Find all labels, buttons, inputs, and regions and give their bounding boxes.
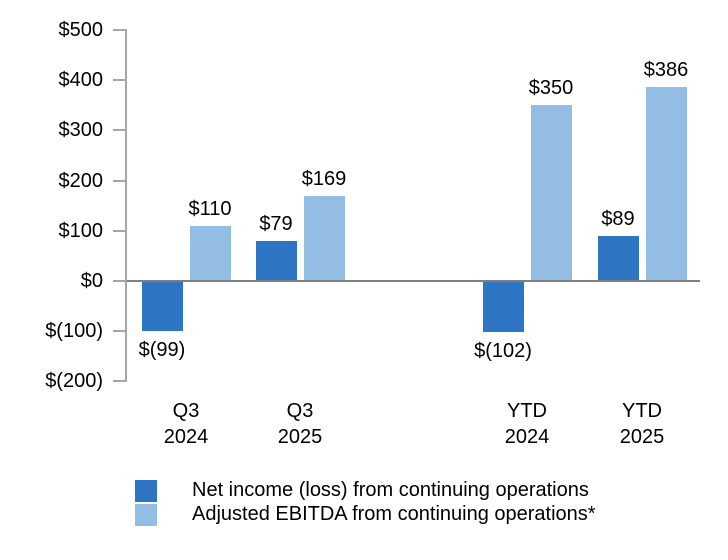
x-axis-category-label: Q3 2024 (163, 400, 209, 448)
y-axis-tick (113, 330, 125, 333)
net-income-bar (255, 241, 297, 281)
y-axis-tick (113, 179, 125, 182)
legend-item-adjusted-ebitda: Adjusted EBITDA from continuing operatio… (135, 503, 596, 526)
y-axis-tick-label: $(100) (45, 320, 103, 343)
y-axis-tick-label: $100 (58, 219, 104, 242)
x-axis-category-label: Q3 2025 (277, 400, 323, 448)
y-axis-tick (113, 29, 125, 31)
adjusted-ebitda-swatch (135, 503, 157, 526)
y-axis-tick (113, 280, 125, 282)
y-axis-tick-label: $400 (58, 69, 104, 92)
adjusted-ebitda-bar (189, 225, 231, 281)
adjusted-ebitda-bar (530, 105, 572, 281)
x-axis-category-label: YTD 2025 (619, 400, 665, 448)
y-axis-line (125, 29, 127, 383)
net-income-value-label: $(102) (474, 340, 532, 363)
y-axis-tick-label: $500 (58, 19, 104, 41)
y-axis-tick (113, 229, 125, 232)
net-income-legend-label: Net income (loss) from continuing operat… (192, 479, 589, 501)
adjusted-ebitda-bar (645, 87, 687, 281)
net-income-swatch (135, 479, 157, 502)
adjusted-ebitda-value-label: $386 (643, 59, 689, 82)
net-income-bar (482, 281, 524, 333)
adjusted-ebitda-legend-label: Adjusted EBITDA from continuing operatio… (192, 503, 596, 525)
adjusted-ebitda-value-label: $169 (301, 168, 347, 191)
y-axis-tick-label: $(200) (45, 370, 103, 393)
y-axis-tick (113, 380, 125, 383)
zero-baseline (127, 280, 700, 282)
net-income-value-label: $(99) (138, 338, 186, 361)
adjusted-ebitda-bar (303, 196, 345, 281)
net-income-bar (597, 236, 639, 281)
legend-item-net-income: Net income (loss) from continuing operat… (135, 479, 596, 502)
y-axis-tick-label: $200 (58, 169, 104, 192)
y-axis-tick (113, 129, 125, 132)
y-axis-tick-label: $300 (58, 119, 104, 142)
net-income-value-label: $79 (259, 213, 293, 236)
adjusted-ebitda-value-label: $110 (188, 197, 232, 220)
net-income-bar (141, 281, 183, 331)
y-axis-tick-label: $0 (80, 270, 103, 292)
adjusted-ebitda-value-label: $350 (528, 77, 574, 100)
x-axis-category-label: YTD 2024 (504, 400, 550, 448)
y-axis-tick (113, 79, 125, 82)
chart-legend: Net income (loss) from continuing operat… (135, 479, 596, 526)
net-income-value-label: $89 (601, 208, 635, 231)
